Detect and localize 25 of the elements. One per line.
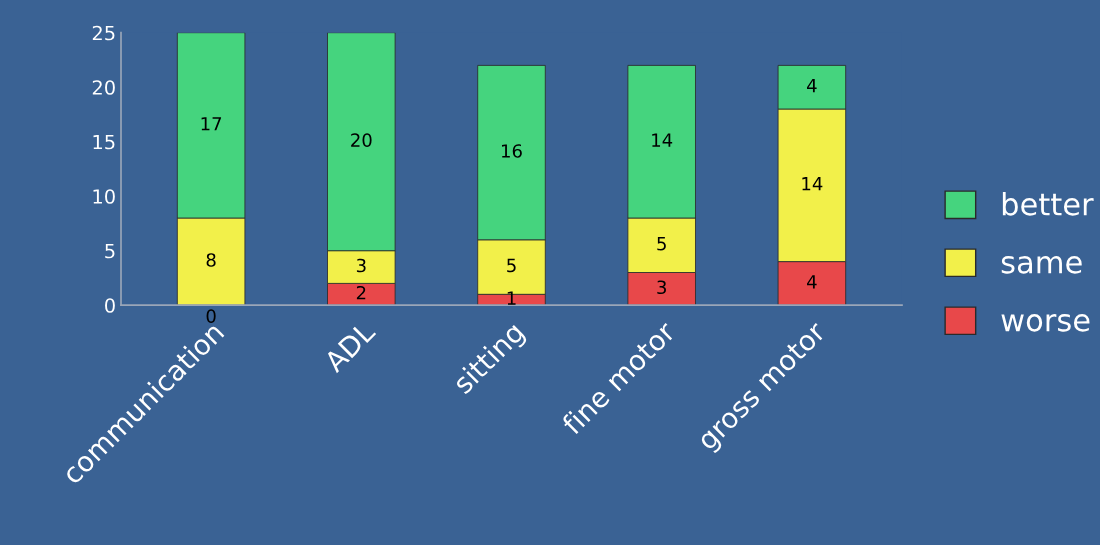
y-tick-label: 0 [105, 298, 115, 313]
legend-label: worse [1001, 314, 1090, 332]
y-tick-label: 25 [92, 25, 115, 41]
legend-label: same [1001, 256, 1082, 274]
data-label: 2 [356, 285, 366, 300]
data-label: 5 [507, 258, 516, 273]
y-tick-label: 5 [105, 243, 115, 259]
y-tick-label: 15 [93, 134, 115, 150]
data-label: 3 [356, 258, 366, 273]
data-label: 16 [502, 144, 522, 158]
data-label: 20 [351, 133, 372, 147]
data-label: 5 [657, 237, 666, 251]
data-label: 1 [507, 291, 516, 305]
legend-label: better [1002, 192, 1094, 216]
y-tick-label: 10 [93, 189, 115, 204]
data-label: 4 [807, 275, 817, 289]
data-label: 14 [802, 177, 823, 191]
data-label: 14 [652, 133, 673, 147]
data-label: 8 [206, 253, 216, 267]
y-tick-label: 20 [92, 80, 115, 95]
annotation: 0 [206, 309, 216, 323]
data-label: 4 [807, 79, 817, 93]
data-label: 3 [657, 280, 666, 295]
x-tick-label: ADL [322, 319, 377, 374]
data-label: 17 [201, 117, 222, 131]
